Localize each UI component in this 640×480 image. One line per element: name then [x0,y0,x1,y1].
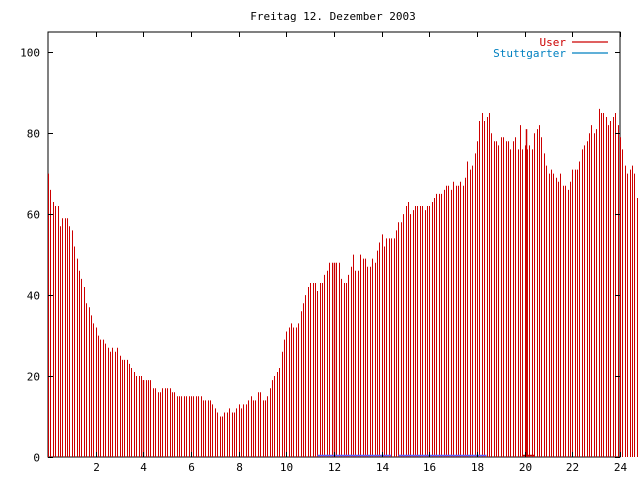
chart-title: Freitag 12. Dezember 2003 [250,10,416,23]
x-tick-label: 14 [376,461,390,474]
x-tick-label: 22 [566,461,579,474]
bars-layer [48,108,638,457]
y-tick-label: 60 [27,209,40,222]
x-tick-label: 2 [93,461,100,474]
x-tick-label: 18 [471,461,484,474]
x-axis-ticks: 2 4 6 8 10 12 14 16 18 20 22 24 [93,32,627,474]
y-tick-label: 40 [27,290,40,303]
y-tick-label: 100 [20,47,40,60]
legend-label: User [540,36,567,49]
x-tick-label: 12 [328,461,341,474]
x-tick-label: 16 [423,461,436,474]
legend-label: Stuttgarter [493,47,566,60]
y-tick-label: 80 [27,128,40,141]
x-tick-label: 8 [236,461,243,474]
x-tick-label: 24 [614,461,628,474]
y-tick-label: 20 [27,371,40,384]
x-tick-label: 4 [140,461,147,474]
y-axis-ticks: 0 20 40 60 80 100 [20,47,620,465]
x-tick-label: 10 [280,461,293,474]
x-tick-label: 6 [188,461,195,474]
x-tick-label: 20 [519,461,532,474]
y-tick-label: 0 [33,452,40,465]
markers-layer [142,129,535,457]
